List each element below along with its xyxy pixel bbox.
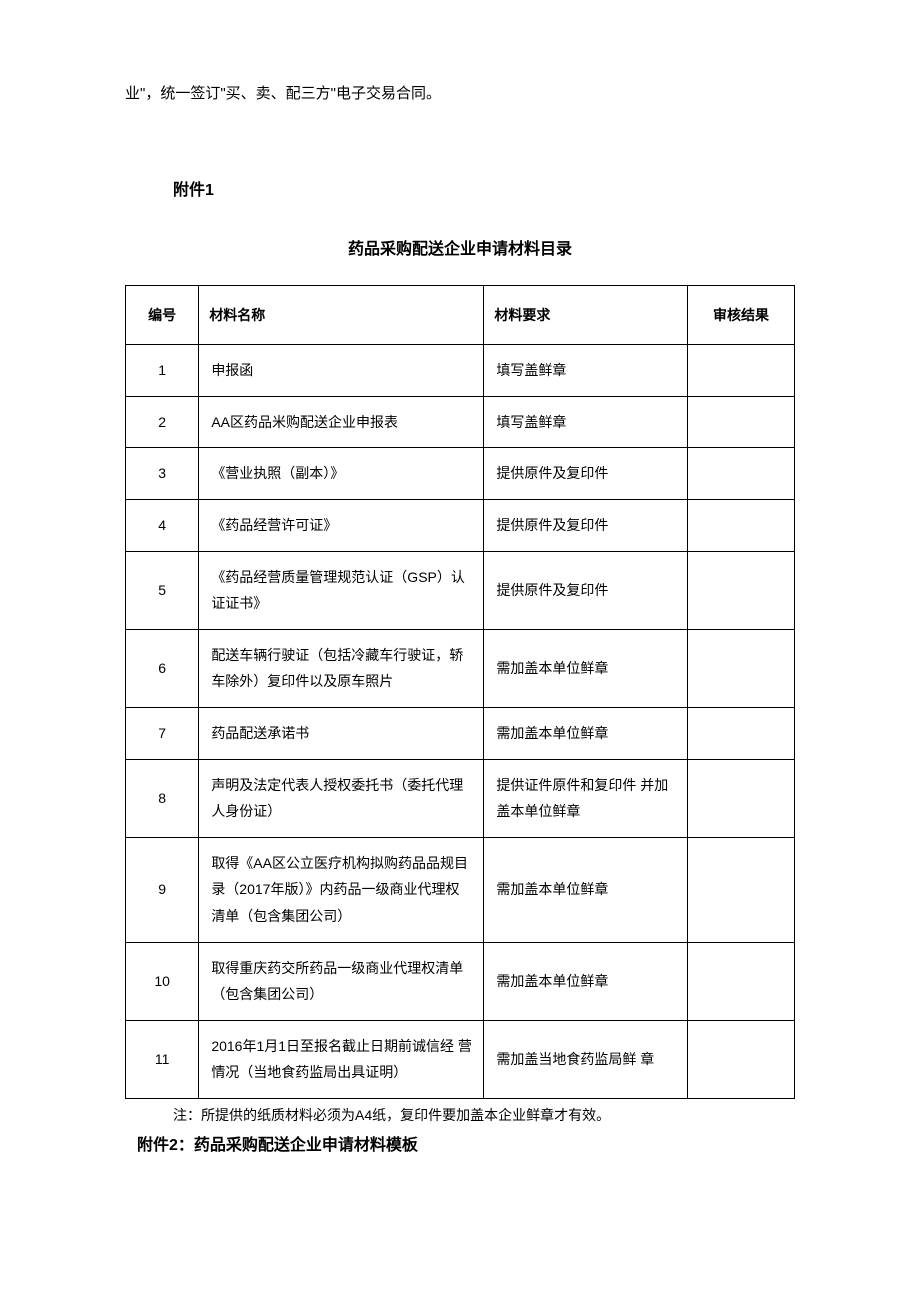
cell-id: 3 [126,448,199,500]
attachment-2-line: 附件2：药品采购配送企业申请材料模板 [137,1132,795,1161]
cell-id: 9 [126,837,199,942]
cell-name: 声明及法定代表人授权委托书（委托代理 人身份证） [199,759,484,837]
table-row: 5《药品经营质量管理规范认证（GSP）认 证证书》提供原件及复印件 [126,551,795,629]
cell-result [688,837,795,942]
attachment-2-label: 附件2 [137,1137,178,1154]
cell-name: 取得《AA区公立医疗机构拟购药品品规目 录（2017年版）》内药品一级商业代理权… [199,837,484,942]
cell-result [688,942,795,1020]
cell-result [688,396,795,448]
cell-id: 7 [126,707,199,759]
cell-name: 2016年1月1日至报名截止日期前诚信经 营情况（当地食药监局出具证明） [199,1020,484,1098]
cell-name: 《药品经营许可证》 [199,499,484,551]
cell-id: 6 [126,629,199,707]
cell-id: 1 [126,345,199,397]
col-header-result: 审核结果 [688,285,795,345]
col-header-req: 材料要求 [484,285,688,345]
table-row: 2AA区药品米购配送企业申报表填写盖鲜章 [126,396,795,448]
materials-table: 编号 材料名称 材料要求 审核结果 1申报函填写盖鲜章2AA区药品米购配送企业申… [125,285,795,1099]
table-footnote: 注：所提供的纸质材料必须为A4纸，复印件要加盖本企业鲜章才有效。 [173,1103,795,1128]
cell-name: AA区药品米购配送企业申报表 [199,396,484,448]
intro-paragraph: 业"，统一签订"买、卖、配三方"电子交易合同。 [125,80,795,107]
cell-req: 需加盖本单位鲜章 [484,942,688,1020]
table-row: 3《营业执照（副本）》提供原件及复印件 [126,448,795,500]
table-row: 6配送车辆行驶证（包括冷藏车行驶证，轿 车除外）复印件以及原车照片需加盖本单位鲜… [126,629,795,707]
table-row: 1申报函填写盖鲜章 [126,345,795,397]
col-header-id: 编号 [126,285,199,345]
cell-result [688,629,795,707]
cell-result [688,1020,795,1098]
cell-id: 2 [126,396,199,448]
table-header-row: 编号 材料名称 材料要求 审核结果 [126,285,795,345]
cell-name: 取得重庆药交所药品一级商业代理权清单（包含集团公司） [199,942,484,1020]
cell-name: 申报函 [199,345,484,397]
cell-req: 需加盖本单位鲜章 [484,629,688,707]
cell-req: 需加盖本单位鲜章 [484,707,688,759]
cell-result [688,448,795,500]
cell-id: 10 [126,942,199,1020]
table-row: 112016年1月1日至报名截止日期前诚信经 营情况（当地食药监局出具证明）需加… [126,1020,795,1098]
cell-req: 填写盖鲜章 [484,345,688,397]
cell-result [688,759,795,837]
table-row: 10取得重庆药交所药品一级商业代理权清单（包含集团公司）需加盖本单位鲜章 [126,942,795,1020]
cell-req: 填写盖鲜章 [484,396,688,448]
table-title: 药品采购配送企业申请材料目录 [125,236,795,265]
table-row: 8声明及法定代表人授权委托书（委托代理 人身份证）提供证件原件和复印件 并加盖本… [126,759,795,837]
cell-req: 提供原件及复印件 [484,448,688,500]
table-row: 4《药品经营许可证》提供原件及复印件 [126,499,795,551]
cell-name: 配送车辆行驶证（包括冷藏车行驶证，轿 车除外）复印件以及原车照片 [199,629,484,707]
cell-id: 8 [126,759,199,837]
cell-id: 11 [126,1020,199,1098]
cell-req: 提供原件及复印件 [484,499,688,551]
cell-name: 《营业执照（副本）》 [199,448,484,500]
attachment-1-label: 附件1 [173,177,795,206]
cell-result [688,551,795,629]
cell-req: 提供原件及复印件 [484,551,688,629]
attachment-2-title: ：药品采购配送企业申请材料模板 [178,1137,418,1154]
cell-result [688,499,795,551]
cell-req: 提供证件原件和复印件 并加盖本单位鲜章 [484,759,688,837]
cell-id: 4 [126,499,199,551]
table-row: 7药品配送承诺书需加盖本单位鲜章 [126,707,795,759]
cell-id: 5 [126,551,199,629]
cell-req: 需加盖当地食药监局鲜 章 [484,1020,688,1098]
cell-name: 药品配送承诺书 [199,707,484,759]
cell-result [688,707,795,759]
cell-result [688,345,795,397]
cell-name: 《药品经营质量管理规范认证（GSP）认 证证书》 [199,551,484,629]
table-row: 9取得《AA区公立医疗机构拟购药品品规目 录（2017年版）》内药品一级商业代理… [126,837,795,942]
col-header-name: 材料名称 [199,285,484,345]
cell-req: 需加盖本单位鲜章 [484,837,688,942]
